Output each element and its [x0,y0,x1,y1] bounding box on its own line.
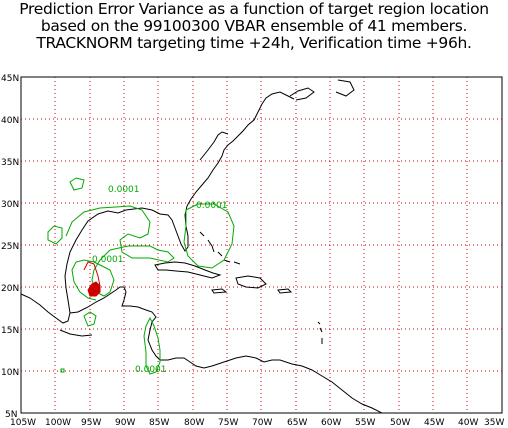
coastlines [20,79,383,414]
map-title-line-2: based on the 99100300 VBAR ensemble of 4… [40,17,468,35]
lon-tick-label: 65W [287,418,307,428]
jamaica-coast [211,288,228,294]
lat-tick-label: 35N [1,158,19,168]
lon-tick-labels: 105W 100W 95W 90W 85W 80W 75W 70W 65W 60… [10,418,504,428]
lon-tick-label: 45W [424,418,444,428]
contour-north-small [69,177,85,191]
lat-tick-label: 25N [1,242,19,252]
contour-label: 0.0001 [92,255,124,265]
lon-tick-label: 35W [484,418,504,428]
map-title-line-3: TRACKNORM targeting time +24h, Verificat… [36,34,472,52]
lon-tick-label: 40W [458,418,478,428]
south-america-north-coast [211,355,383,414]
us-gulf-and-atlantic-coast [20,91,295,324]
lat-tick-label: 15N [1,326,19,336]
contour-label: 0.0001 [196,201,228,211]
contours-low [47,177,235,375]
contour-mexico-south [83,311,97,327]
high-error-contour [83,261,101,287]
contour-west-small [47,225,63,245]
lon-tick-label: 100W [45,418,71,428]
bahamas-islands [199,231,241,265]
lat-tick-label: 30N [1,200,19,210]
lat-tick-labels: 45N 40N 35N 30N 25N 20N 15N 10N 5N [1,74,19,420]
great-lakes-and-canada-coast [199,131,229,161]
lon-tick-label: 55W [355,418,375,428]
lon-tick-label: 75W [218,418,238,428]
contour-label: 0.0001 [108,185,140,195]
contour-central-america [143,316,161,375]
lat-tick-label: 45N [1,74,19,84]
contour-tiny [60,368,65,373]
lon-tick-label: 50W [390,418,410,428]
lesser-antilles [317,321,323,344]
lat-tick-label: 40N [1,116,19,126]
contour-labels: 0.0001 0.0001 0.0001 0.0001 [92,185,228,375]
mexico-pacific-coast [59,329,93,337]
contours-high [83,261,101,297]
lon-tick-label: 60W [321,418,341,428]
contour-label: 0.0001 [135,365,167,375]
lon-tick-label: 95W [81,418,101,428]
hispaniola-coast [235,275,267,289]
yucatan-and-central-america-coast [69,286,213,369]
puerto-rico-coast [277,288,293,294]
lon-tick-label: 105W [10,418,36,428]
contour-gulf-region [65,205,175,301]
map-title-line-1: Prediction Error Variance as a function … [19,0,489,18]
lat-tick-label: 20N [1,284,19,294]
graticule [21,77,502,413]
lon-tick-label: 70W [252,418,272,428]
cuba-coast [154,261,222,279]
lon-tick-label: 85W [149,418,169,428]
lon-tick-label: 80W [184,418,204,428]
lon-tick-label: 90W [115,418,135,428]
nova-scotia-coast [289,87,315,101]
lat-tick-label: 5N [5,410,17,420]
newfoundland-coast [335,79,355,97]
high-error-fill [87,281,101,297]
contour-florida-atlantic [183,203,235,269]
lat-tick-label: 10N [1,368,19,378]
